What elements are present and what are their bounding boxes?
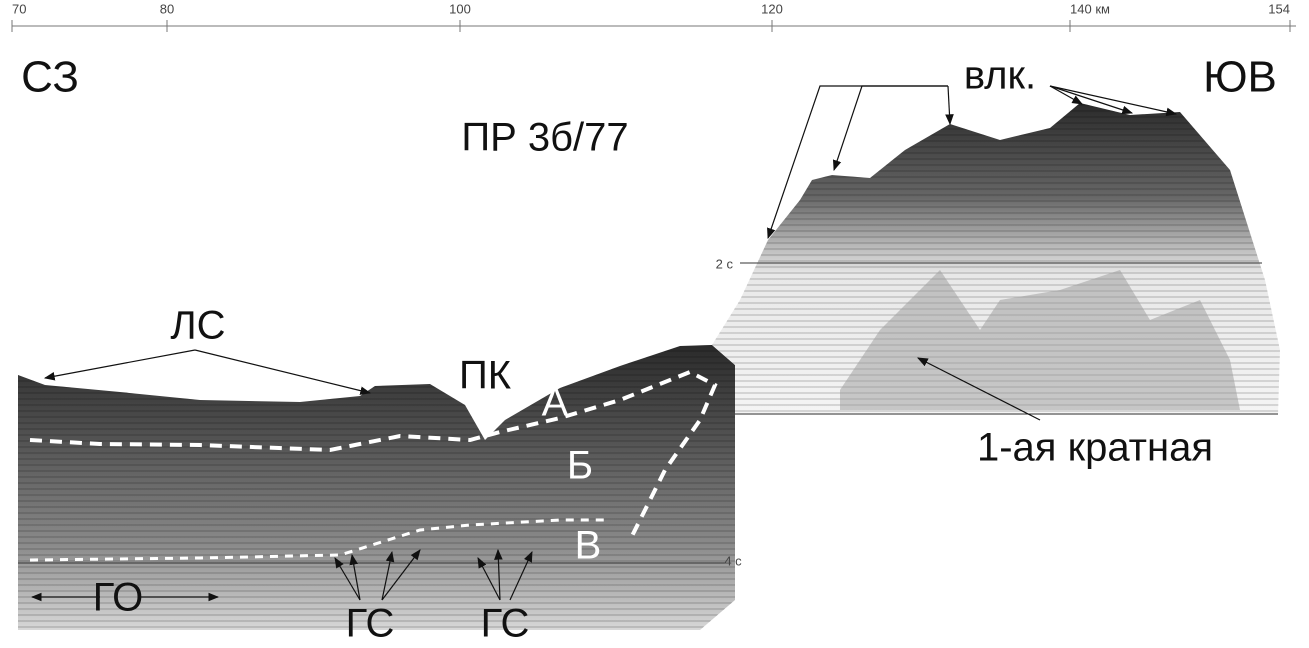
tick-label: 80 xyxy=(160,1,174,16)
annotation: А xyxy=(542,381,569,425)
figure: 7080100120140 км154 СЗ ЮВ ПР 3б/77 влк. … xyxy=(0,0,1309,648)
direction-label: ЮВ xyxy=(1203,53,1277,102)
annotation: ЛС xyxy=(170,304,225,348)
tick-label: 70 xyxy=(12,1,26,16)
time-label: 4 с xyxy=(724,553,742,568)
annotation: ГО xyxy=(93,576,144,620)
arrow xyxy=(195,350,370,393)
annotation: 1-ая кратная xyxy=(977,426,1213,470)
annotation: ГС xyxy=(346,602,395,646)
axis-ticks: 70 80 100 120 140 км 154 xyxy=(12,1,1290,32)
direction-label: СЗ xyxy=(21,53,79,102)
tick-label: 120 xyxy=(761,1,783,16)
time-label: 2 с xyxy=(716,256,734,271)
annotation: ПК xyxy=(459,354,512,398)
arrow xyxy=(45,350,195,378)
annotation: Б xyxy=(567,444,593,488)
annotation: В xyxy=(575,524,602,568)
annotation: влк. xyxy=(964,54,1036,98)
tick-label: 140 км xyxy=(1070,1,1110,16)
arrow xyxy=(1050,86,1176,114)
arrow xyxy=(948,86,950,124)
tick-label: 154 xyxy=(1268,1,1290,16)
annotation: ГС xyxy=(481,602,530,646)
profile-label: ПР 3б/77 xyxy=(461,116,628,160)
tick-label: 100 xyxy=(449,1,471,16)
